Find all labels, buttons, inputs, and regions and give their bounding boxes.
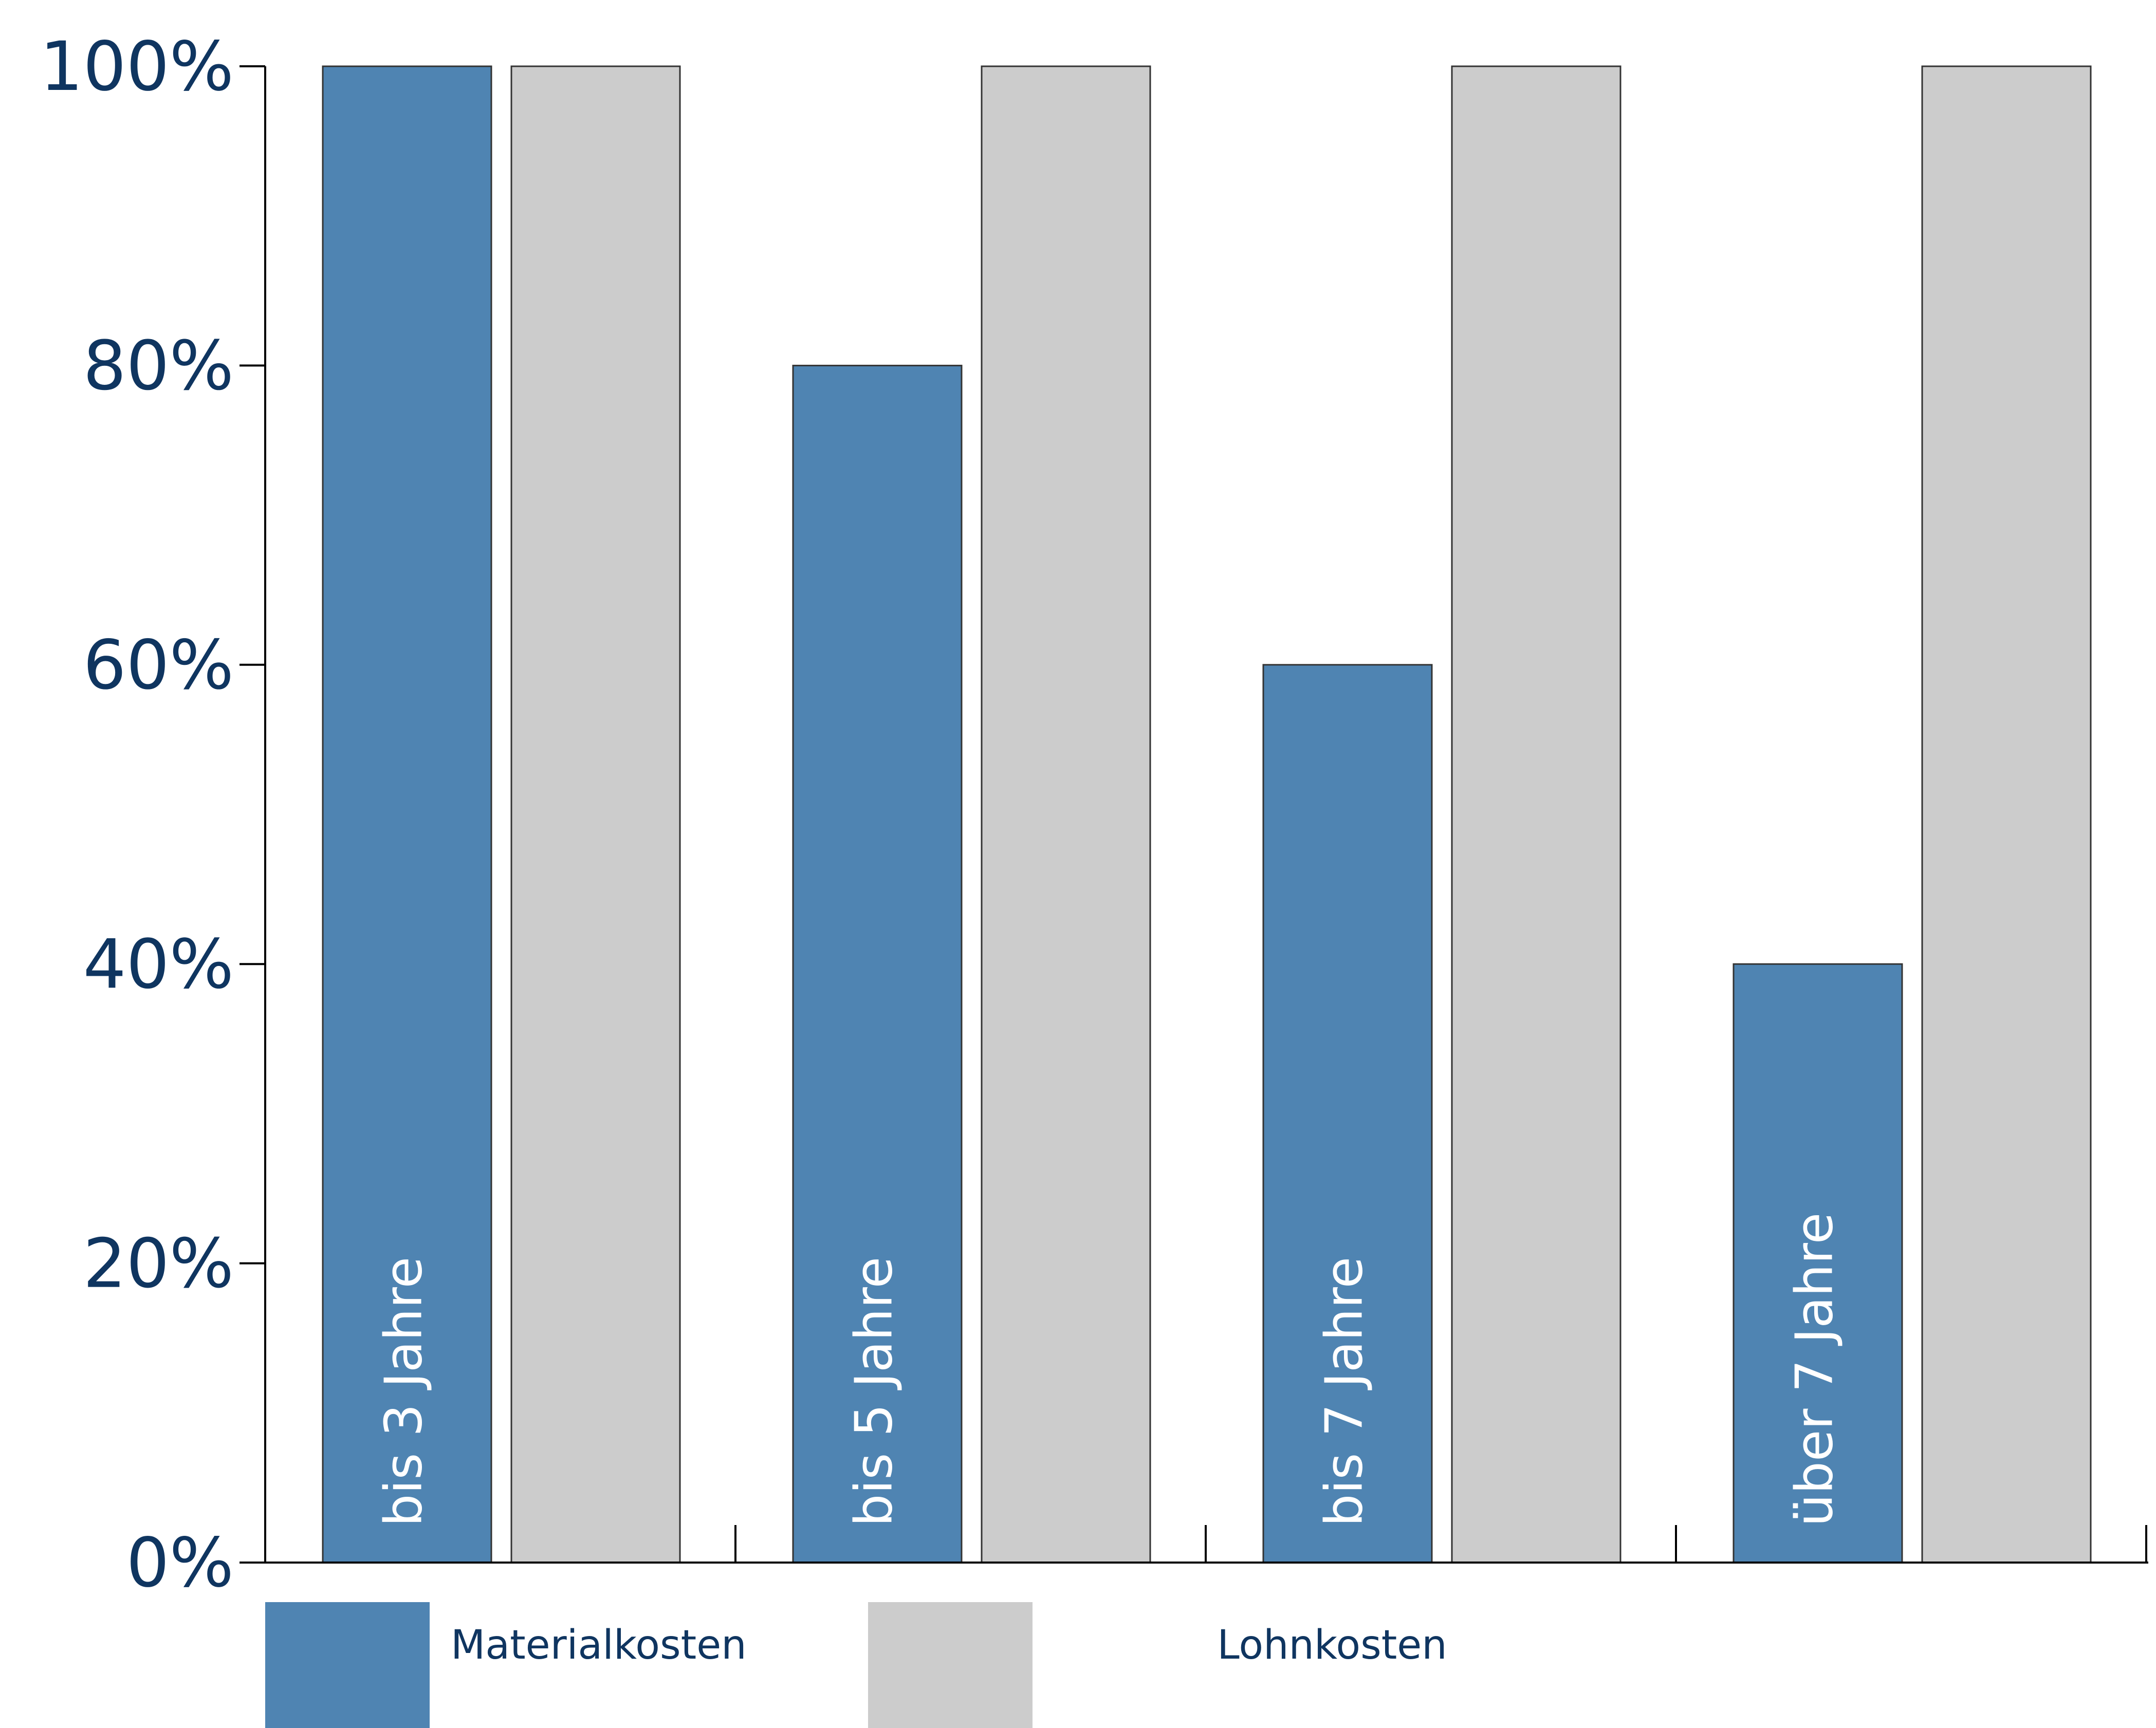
legend-label: Materialkosten xyxy=(451,1622,747,1668)
category-label: bis 3 Jahre xyxy=(373,1257,433,1527)
y-tick-label: 20% xyxy=(83,1224,234,1304)
y-axis-ticks: 0% 20% 40% 60% 80% 100% xyxy=(40,27,265,1603)
y-tick-label: 100% xyxy=(40,27,234,106)
bar-materialkosten xyxy=(1262,664,1433,1564)
category-label: bis 5 Jahre xyxy=(843,1257,904,1527)
legend-label: Lohnkosten xyxy=(1217,1622,1447,1668)
y-tick-label: 80% xyxy=(83,326,234,405)
category-label: über 7 Jahre xyxy=(1784,1213,1844,1527)
bar-lohnkosten xyxy=(1921,65,2092,1564)
bar-lohnkosten xyxy=(1451,65,1621,1564)
legend-swatch xyxy=(265,1602,430,1728)
x-axis-ticks xyxy=(734,1525,2147,1563)
bar-materialkosten xyxy=(322,65,492,1564)
legend: Materialkosten Lohnkosten xyxy=(265,1602,1447,1728)
bars xyxy=(322,65,2092,1564)
bar-lohnkosten xyxy=(981,65,1151,1564)
legend-swatch xyxy=(868,1602,1033,1728)
y-tick-label: 0% xyxy=(126,1523,234,1603)
category-labels: bis 3 Jahre bis 5 Jahre bis 7 Jahre über 7 … xyxy=(373,1213,1844,1527)
bar-lohnkosten xyxy=(510,65,681,1564)
y-tick-label: 40% xyxy=(83,925,234,1004)
y-tick-label: 60% xyxy=(83,626,234,705)
category-label: bis 7 Jahre xyxy=(1314,1257,1374,1527)
bar-materialkosten xyxy=(1733,963,1903,1564)
bar-materialkosten xyxy=(792,364,963,1564)
